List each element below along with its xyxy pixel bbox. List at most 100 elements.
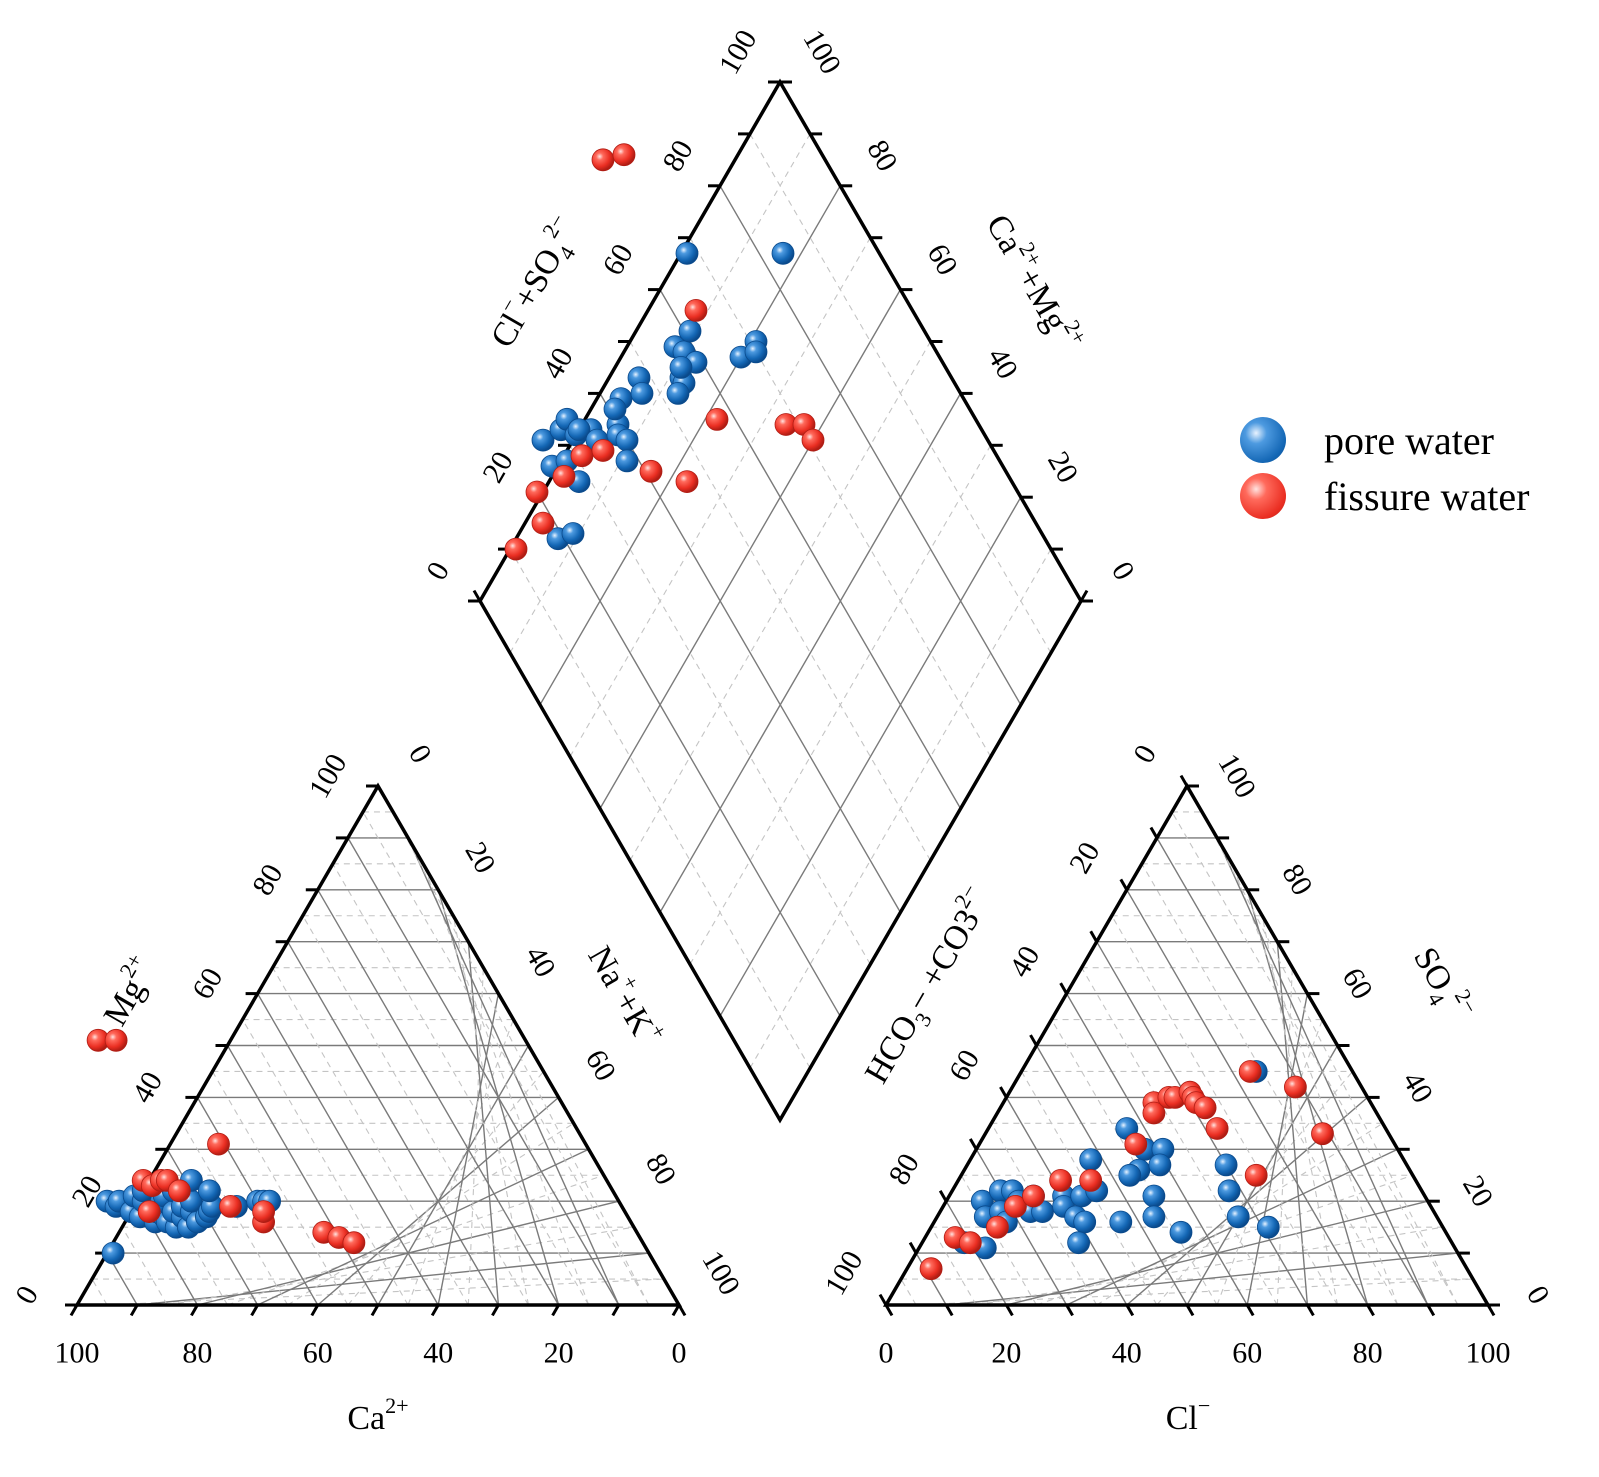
fissure-water-point: [570, 444, 594, 468]
diamond-ll-tick: [652, 901, 662, 914]
anion-bottom-tick-label: 80: [1353, 1337, 1383, 1370]
pore-water-point: [1079, 1148, 1103, 1172]
anion-left-tick: [1029, 1034, 1038, 1047]
diamond-ll-tick: [562, 745, 572, 758]
legend-marker-pore-water: [1240, 417, 1286, 463]
cation-triangle-grid-a: [242, 1019, 409, 1306]
anion-bottom-tick: [944, 1304, 954, 1317]
fissure-water-point: [612, 143, 636, 167]
legend-label-fissure-water: fissure water: [1324, 473, 1530, 519]
cation-triangle-grid-b: [377, 1045, 530, 1306]
anion-bottom-tick: [1306, 1304, 1315, 1317]
cation-triangle-grid-b: [452, 915, 530, 1306]
anion-triangle-grid-b: [1261, 915, 1339, 1306]
pore-water-point: [1217, 1179, 1241, 1203]
diamond-left-tick-label: 40: [536, 342, 580, 384]
cation-bottom-tick: [430, 1304, 440, 1317]
diamond-grid-a: [569, 237, 871, 757]
cation-right-tick-label: 40: [519, 940, 563, 982]
diamond-ll-tick: [622, 849, 632, 862]
cation-bottom-tick: [551, 1304, 560, 1317]
anion-right-tick-label: 0: [1520, 1280, 1556, 1309]
anion-left-tick: [908, 1241, 918, 1254]
cation-triangle-grid-a: [272, 967, 469, 1306]
cation-bottom-tick-label: 20: [544, 1337, 574, 1370]
cation-right-tick: [497, 992, 506, 1005]
cation-triangle-grid-a: [302, 915, 529, 1306]
pore-water-point: [678, 319, 702, 343]
anion-triangle-grid-a: [1081, 967, 1278, 1306]
cation-right-tick: [647, 1252, 657, 1265]
anion-bottom-tick: [1065, 1304, 1074, 1317]
anion-triangle-grid-a: [1096, 941, 1309, 1306]
diamond-ll-tick: [742, 1056, 752, 1069]
anion-triangle-grid-b: [1276, 967, 1293, 1306]
diamond-lr-tick: [868, 953, 878, 966]
diamond-lr-tick: [778, 1108, 788, 1121]
pore-water-point: [744, 340, 768, 364]
fissure-water-point: [1124, 1132, 1148, 1156]
cation-bottom-tick: [671, 1304, 681, 1317]
cation-triangle-grid-b: [392, 811, 650, 1306]
cation-bottom-tick-label: 60: [303, 1337, 333, 1370]
fissure-water-point: [525, 480, 549, 504]
cation-bottom-tick: [611, 1304, 621, 1317]
fissure-water-point: [531, 511, 555, 535]
fissure-water-point: [1022, 1184, 1045, 1208]
cation-right-tick: [587, 1148, 597, 1161]
anion-left-tick: [878, 1293, 888, 1306]
anion-bottom-tick-label: 60: [1232, 1337, 1262, 1370]
anion-right-tick-label: 100: [1211, 748, 1262, 803]
pore-water-point: [1109, 1210, 1133, 1234]
cation-right-tick-label: 0: [402, 739, 438, 768]
anion-left-tick: [999, 1086, 1008, 1099]
cation-left-tick-label: 100: [302, 748, 353, 803]
diamond-right-tick-label: 80: [860, 135, 904, 177]
anion-triangle-grid-b: [1156, 1071, 1353, 1306]
anion-left-tick-label: 40: [1003, 940, 1047, 982]
anion-triangle-grid-a: [1171, 811, 1459, 1306]
diamond-lr-tick: [1049, 641, 1059, 654]
diamond-right-tick-label: 40: [981, 342, 1025, 384]
anion-left-tick: [1089, 930, 1099, 943]
diamond-left-tick-label: 20: [476, 446, 520, 488]
anion-triangle-grid-b: [1201, 811, 1459, 1306]
cation-right-tick-label: 20: [458, 837, 502, 879]
pore-water-point: [1142, 1205, 1166, 1229]
cation-bottom-tick: [310, 1304, 320, 1317]
diamond-grid-b: [689, 237, 992, 757]
fissure-water-point: [919, 1257, 943, 1281]
diamond-grid-a: [599, 289, 902, 809]
cation-bottom-tick-label: 100: [55, 1337, 100, 1370]
cation-bottom-tick-label: 40: [423, 1337, 453, 1370]
anion-bottom-tick: [1125, 1304, 1135, 1317]
cation-right-tick: [376, 785, 386, 798]
cation-right-tick-label: 80: [639, 1148, 683, 1190]
cation-triangle-grid-a: [317, 889, 560, 1306]
anion-left-tick: [968, 1138, 978, 1151]
cation-right-tick-label: 60: [579, 1044, 623, 1086]
diamond-lr-tick: [899, 901, 908, 914]
cation-triangle-grid-b: [422, 863, 590, 1306]
anion-left-tick-label: 20: [1063, 837, 1107, 879]
diamond-grid-b: [539, 496, 841, 1017]
cation-bottom-tick: [129, 1304, 139, 1317]
cation-triangle-grid-a: [332, 863, 590, 1306]
fissure-water-point: [639, 459, 663, 483]
anion-right-tick-label: 60: [1336, 962, 1380, 1004]
fissure-water-point: [552, 464, 576, 488]
anion-right-tick-label: 80: [1275, 859, 1319, 901]
anion-bottom-axis-title: Cl−: [1166, 1393, 1211, 1437]
cation-bottom-tick: [370, 1304, 380, 1317]
diamond-ll-tick: [772, 1108, 782, 1121]
fissure-water-point: [1004, 1195, 1027, 1218]
anion-right-tick-label: 20: [1456, 1170, 1500, 1212]
pore-water-point: [615, 428, 639, 452]
cation-triangle-grid-a: [226, 1045, 379, 1306]
anion-triangle-grid-a: [1126, 889, 1369, 1306]
diamond-ll-tick: [532, 693, 542, 706]
fissure-water-point: [1079, 1169, 1103, 1192]
pore-water-point: [630, 381, 654, 405]
anion-bottom-tick: [1366, 1304, 1375, 1317]
diamond-lr-tick: [989, 745, 999, 758]
